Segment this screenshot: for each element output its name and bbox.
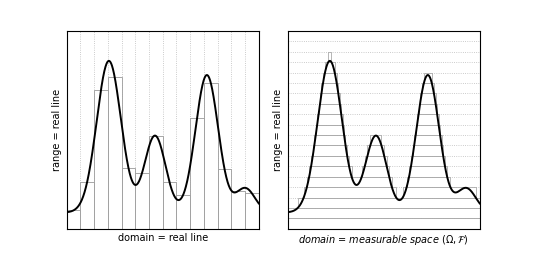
Bar — [135, 173, 149, 229]
Bar — [409, 166, 447, 177]
Bar — [414, 135, 441, 145]
Bar — [328, 52, 332, 62]
Bar — [317, 114, 343, 125]
Bar — [163, 182, 176, 229]
Bar — [325, 62, 335, 73]
Y-axis label: range = real line: range = real line — [52, 89, 62, 171]
Bar — [313, 145, 347, 156]
Bar — [298, 198, 480, 208]
Bar — [320, 94, 340, 104]
Bar — [367, 145, 384, 156]
Bar — [311, 156, 349, 166]
X-axis label: domain = measurable space $(\Omega,\mathcal{F})$: domain = measurable space $(\Omega,\math… — [298, 233, 469, 247]
Bar — [420, 94, 435, 104]
Bar — [67, 210, 80, 229]
Bar — [411, 156, 445, 166]
Bar — [309, 166, 352, 177]
Bar — [323, 73, 337, 83]
Bar — [108, 77, 122, 229]
Bar — [370, 135, 382, 145]
Bar — [403, 187, 475, 198]
Bar — [417, 114, 439, 125]
Bar — [176, 195, 190, 229]
Bar — [80, 182, 94, 229]
Bar — [245, 193, 259, 229]
Bar — [319, 104, 341, 114]
Bar — [94, 90, 108, 229]
Bar — [314, 135, 345, 145]
Bar — [407, 177, 450, 187]
Bar — [424, 73, 432, 83]
Bar — [321, 83, 338, 94]
Bar — [149, 136, 163, 229]
Bar — [217, 169, 231, 229]
Bar — [362, 166, 389, 177]
Bar — [190, 118, 204, 229]
Bar — [288, 218, 480, 229]
Bar — [422, 83, 434, 94]
Bar — [418, 104, 437, 114]
Bar — [288, 208, 480, 218]
Bar — [365, 156, 386, 166]
Bar — [122, 168, 135, 229]
Y-axis label: range = real line: range = real line — [273, 89, 284, 171]
Bar — [231, 191, 245, 229]
Bar — [316, 125, 344, 135]
Bar — [204, 83, 217, 229]
Bar — [307, 177, 392, 187]
Bar — [416, 125, 440, 135]
Bar — [304, 187, 396, 198]
Bar — [413, 145, 443, 156]
X-axis label: domain = real line: domain = real line — [118, 233, 208, 243]
